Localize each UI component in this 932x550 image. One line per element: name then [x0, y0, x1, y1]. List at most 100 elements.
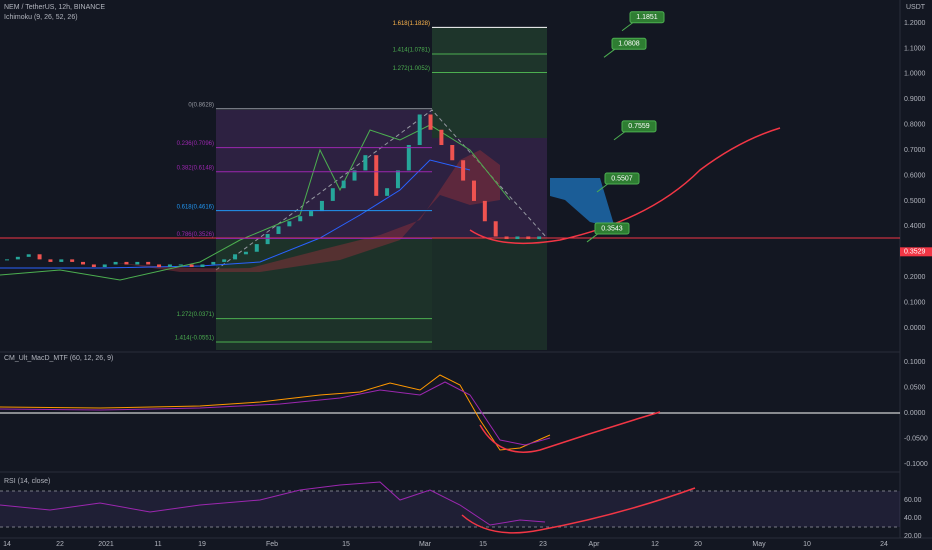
target-box: [611, 37, 647, 50]
rsi-tick: 60.00: [904, 497, 922, 504]
macd-title: CM_Ult_MacD_MTF (60, 12, 26, 9): [4, 355, 113, 362]
candle: [406, 145, 411, 171]
fib-label: 1.272(0.0371): [177, 312, 214, 318]
price-tick: 0.0000: [904, 325, 926, 332]
candle: [59, 259, 64, 262]
time-label: 11: [154, 541, 161, 548]
macd-tick: -0.1000: [904, 461, 928, 468]
fib-label: 0.618(0.4616): [177, 204, 214, 210]
price-tick: 0.9000: [904, 96, 926, 103]
fib-label: 1.414(-0.0551): [175, 336, 214, 342]
target-label: 1.1851: [636, 14, 658, 21]
time-label: 20: [694, 541, 702, 548]
rsi-line: [0, 481, 546, 526]
fib-label: 1.414(1.0781): [393, 48, 430, 54]
macd-tick: 0.1000: [904, 359, 926, 366]
candle: [493, 221, 498, 237]
signal-line: [0, 381, 551, 446]
time-label: 2021: [98, 541, 114, 548]
symbol: NEM / TetherUS, 12h, BINANCE: [4, 4, 105, 11]
indicator: Ichimoku (9, 26, 52, 26): [4, 14, 78, 21]
rsi-title: RSI (14, close): [4, 478, 50, 485]
fib-label: 1.272(1.0052): [393, 66, 430, 72]
candle: [135, 261, 140, 265]
candle: [330, 188, 335, 201]
candle: [124, 261, 129, 265]
macd-tick: 0.0500: [904, 384, 926, 391]
time-label: 23: [539, 541, 547, 548]
projection-curve: [469, 127, 781, 245]
candle: [37, 254, 42, 260]
time-label: Mar: [419, 541, 432, 548]
candle: [243, 251, 248, 255]
time-label: 12: [651, 541, 659, 548]
candle: [482, 200, 487, 222]
candle: [385, 188, 390, 196]
candle: [276, 226, 281, 234]
rsi-curve: [461, 487, 696, 534]
rsi-tick: 20.00: [904, 533, 922, 540]
time-label: 24: [880, 541, 888, 548]
fib-trend: [215, 109, 548, 271]
candle: [167, 264, 172, 267]
candle: [471, 180, 476, 201]
fib-label: 0.786(0.3526): [177, 232, 214, 238]
candle: [146, 261, 151, 265]
candle: [113, 261, 118, 265]
fib-label: 0.236(0.7096): [177, 141, 214, 147]
price-tick: 0.8000: [904, 122, 926, 129]
time-label: 10: [803, 541, 811, 548]
candle: [287, 221, 292, 227]
price-tick: 1.2000: [904, 20, 926, 27]
candle: [102, 264, 107, 267]
candle: [298, 216, 303, 222]
fib-label: 0.382(0.6148): [177, 165, 214, 171]
currency: USDT: [906, 4, 926, 11]
price-tick: 0.2000: [904, 274, 926, 281]
candle: [233, 254, 238, 260]
time-label: 15: [342, 541, 350, 548]
fib-zone: [432, 238, 547, 350]
price-tag-text: 0.3529: [904, 249, 926, 256]
price-tick: 1.1000: [904, 45, 926, 52]
candle: [189, 264, 194, 267]
price-tick: 0.4000: [904, 223, 926, 230]
candle: [81, 261, 86, 265]
time-label: 14: [3, 541, 11, 548]
price-tick: 0.7000: [904, 147, 926, 154]
candle: [417, 114, 422, 145]
candle: [352, 170, 357, 181]
candle: [450, 145, 455, 161]
candle: [309, 211, 314, 217]
candle: [15, 256, 20, 260]
macd-tick: -0.0500: [904, 435, 928, 442]
target-box: [594, 222, 630, 235]
time-label: 15: [479, 541, 487, 548]
candle: [48, 259, 53, 262]
macd-curve: [479, 411, 661, 453]
candle: [428, 114, 433, 130]
rsi-tick: 40.00: [904, 515, 922, 522]
fib-label: 1.618(1.1828): [393, 21, 430, 27]
candle: [526, 236, 531, 240]
price-tick: 1.0000: [904, 71, 926, 78]
time-label: 22: [56, 541, 64, 548]
target-label: 0.5507: [611, 175, 633, 182]
target-label: 1.0808: [618, 41, 640, 48]
target-box: [604, 172, 640, 185]
candle: [461, 160, 466, 181]
candle: [222, 259, 227, 262]
target-box: [629, 11, 665, 24]
target-label: 0.3543: [601, 225, 623, 232]
candle: [537, 236, 542, 240]
time-label: 19: [198, 541, 206, 548]
macd-tick: 0.0000: [904, 410, 926, 417]
time-label: Feb: [266, 541, 278, 548]
time-label: May: [752, 541, 766, 548]
candle: [395, 170, 400, 189]
price-tick: 0.5000: [904, 198, 926, 205]
ichimoku-cloud: [110, 150, 500, 272]
